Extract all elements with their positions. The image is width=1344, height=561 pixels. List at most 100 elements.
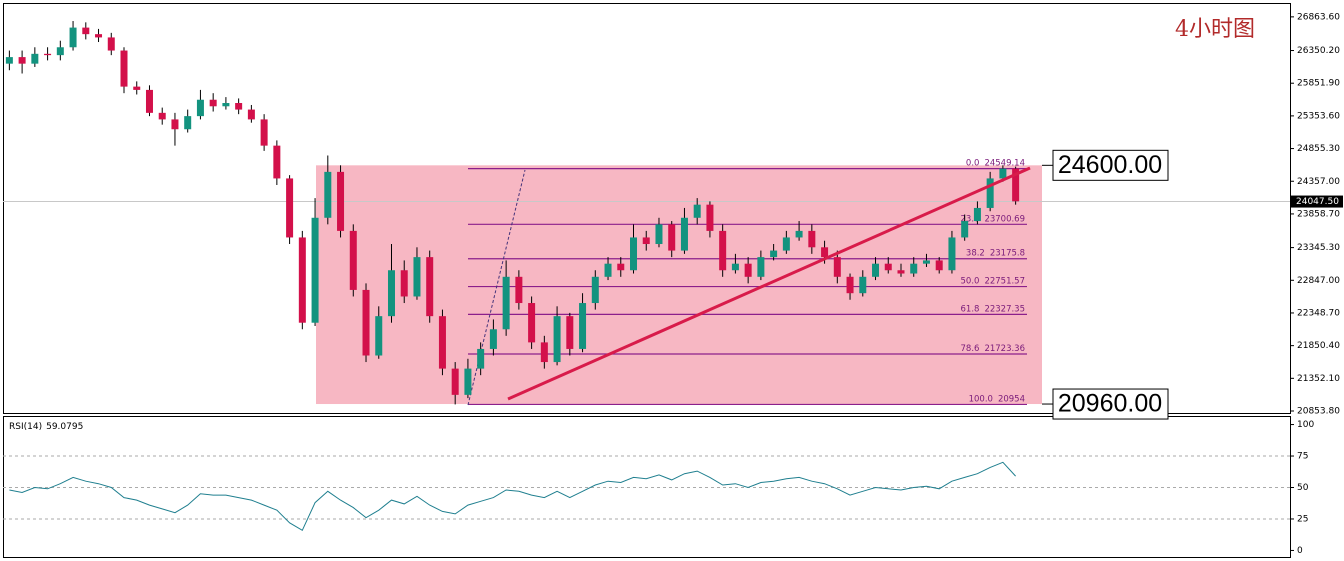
candle-body [400,270,408,297]
y-tick-label: 21352.10 [1297,374,1340,384]
fib-price: 22751.57 [984,276,1025,286]
rsi-tick-label: 50 [1297,483,1309,493]
candle-body [821,247,829,258]
candle-body [5,57,13,64]
candle-body [617,263,625,271]
candle-body [693,204,701,218]
candle-body [145,89,153,113]
y-tick-label: 22847.00 [1297,276,1340,286]
candle-body [158,112,166,120]
candle-body [171,119,179,130]
y-tick-label: 23858.70 [1297,209,1340,219]
candle-body [897,270,905,274]
candle-body [604,263,612,277]
fib-label: 38.2 23175.8 [966,248,1025,258]
candle-body [349,230,357,290]
rsi-tick-label: 100 [1297,420,1314,430]
candle-body [260,119,268,146]
fib-ratio: 0.0 [966,158,980,168]
y-tick-label: 25353.60 [1297,111,1340,121]
candle-body [247,109,255,120]
candle-body [922,260,930,264]
fib-price: 22327.35 [984,304,1025,314]
annotation-label: 24600.00 [1058,151,1162,179]
y-tick-label: 26863.60 [1297,12,1340,22]
candle-body [719,230,727,271]
candle-body [56,47,64,56]
fib-label: 50.0 22751.57 [961,276,1026,286]
fib-label: 23.6 23700.69 [961,214,1026,224]
candle-body [553,316,561,363]
candle-body [1012,168,1020,202]
candle-body [502,276,510,330]
candle-body [808,230,816,248]
candle-body [464,368,472,395]
rsi-tick-label: 0 [1297,546,1303,556]
candle-body [489,329,497,349]
candle-body [999,168,1007,179]
candle-body [375,316,383,356]
fib-price: 24549.14 [984,158,1025,168]
candle-body [973,207,981,222]
candle-body [451,368,459,395]
candle-body [44,53,52,56]
candle-body [948,237,956,271]
candle-body [770,250,778,258]
candle-body [286,178,294,238]
rsi-value: 59.0795 [46,422,83,432]
current-price-label: 24047.50 [1296,197,1339,207]
candle-body [744,263,752,277]
candle-body [757,257,765,277]
candle-body [82,27,90,35]
rsi-label: RSI(14) 59.0795 [9,422,83,432]
candle-body [872,263,880,277]
rsi-line [9,461,1016,532]
price-panel [3,3,1291,414]
fib-ratio: 78.6 [961,343,980,353]
fib-label: 78.6 21723.36 [961,343,1026,353]
fib-ratio: 23.6 [961,214,980,224]
fib-ratio: 61.8 [961,304,980,314]
y-tick-label: 20853.80 [1297,406,1340,416]
candle-body [680,217,688,251]
candle-body [337,171,345,231]
candle-body [362,289,370,356]
candle-body [579,303,587,349]
current-price-box [1291,195,1343,208]
candle-body [731,263,739,271]
candle-body [833,257,841,277]
y-tick-label: 22348.70 [1297,308,1340,318]
fib-label: 0.0 24549.14 [966,158,1025,168]
candle-body [566,316,574,349]
candle-body [655,224,663,245]
candle-body [795,230,803,238]
candle-body [591,276,599,304]
candle-body [209,99,217,107]
candle-body [961,221,969,238]
fib-ratio: 50.0 [961,276,980,286]
y-tick-label: 24855.30 [1297,144,1340,154]
chart-title: 4小时图 [1175,17,1255,42]
candle-body [986,178,994,208]
candle-body [222,103,230,107]
candle-body [540,342,548,363]
annotation-label: 20960.00 [1058,390,1162,418]
candle-body [273,145,281,179]
candle-body [935,260,943,271]
candle-body [706,204,714,231]
trend-line [507,166,1031,401]
fib-zone [316,165,1042,405]
y-tick-label: 21850.40 [1297,341,1340,351]
candle-body [630,237,638,271]
fib-price: 23175.8 [990,248,1025,258]
candle-body [515,276,523,304]
rsi-tick-label: 75 [1297,452,1308,462]
candle-body [642,237,650,245]
fib-price: 23700.69 [984,214,1025,224]
candle-body [528,303,536,343]
candle-body [196,99,204,117]
candle-body [884,263,892,271]
rsi-tick-label: 25 [1297,514,1308,524]
candle-body [859,276,867,294]
y-tick-label: 24357.00 [1297,177,1340,187]
